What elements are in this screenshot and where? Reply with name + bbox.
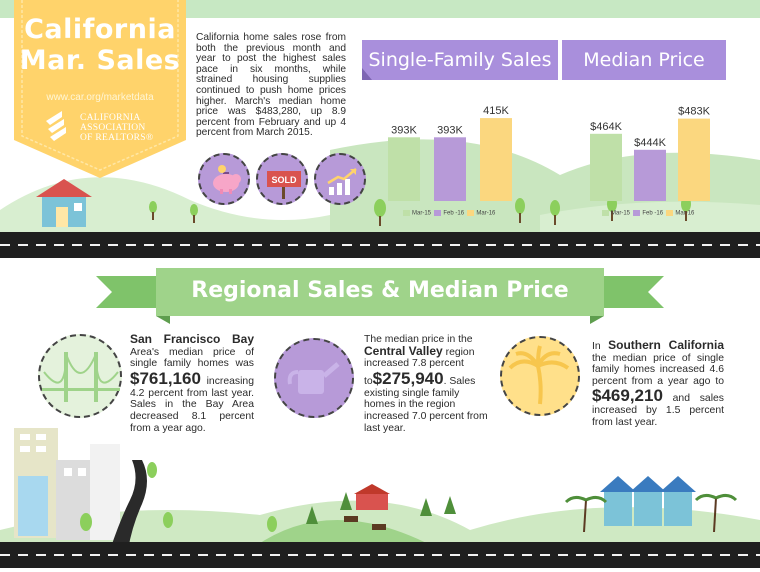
bay-circle bbox=[38, 334, 122, 418]
legend-label: Feb -16 bbox=[443, 210, 465, 217]
badge-title: California Mar. Sales bbox=[19, 14, 181, 76]
sales-bar-chart: 393K 393K 415K bbox=[388, 105, 512, 201]
bar-1 bbox=[388, 137, 420, 201]
south-text-2: the median price of single family homes … bbox=[592, 352, 724, 387]
bay-area-text: San Francisco Bay Area's median price of… bbox=[130, 332, 254, 434]
bar-value-label: $464K bbox=[590, 121, 622, 133]
legend-swatch-feb16 bbox=[434, 210, 442, 216]
central-text-3: . Sales existing single family homes in … bbox=[364, 375, 488, 434]
legend-label: Mar-16 bbox=[675, 210, 695, 217]
golden-gate-bridge-icon bbox=[42, 352, 120, 402]
bay-price: $761,160 bbox=[130, 368, 201, 388]
legend-label: Mar-15 bbox=[412, 210, 432, 217]
legend-label: Feb -16 bbox=[642, 210, 664, 217]
sold-sign-icon: SOLD bbox=[267, 171, 301, 199]
regional-banner bbox=[96, 268, 664, 324]
central-circle bbox=[274, 338, 354, 418]
bar-3 bbox=[678, 118, 710, 201]
legend-swatch-feb16 bbox=[633, 210, 641, 216]
south-text-1: In bbox=[592, 341, 601, 352]
southern-california-text: In Southern California the median price … bbox=[592, 338, 724, 429]
central-price: $275,940 bbox=[372, 368, 444, 388]
central-region: Central Valley bbox=[364, 343, 443, 358]
sold-label: SOLD bbox=[271, 175, 297, 185]
legend-swatch-mar16 bbox=[666, 210, 674, 216]
bay-heading: San Francisco Bay bbox=[130, 332, 254, 346]
bottom-road-dash bbox=[0, 554, 760, 556]
piggy-bank-icon bbox=[213, 165, 241, 194]
legend-swatch-mar16 bbox=[467, 210, 475, 216]
bottom-landscape bbox=[0, 428, 760, 550]
south-price: $469,210 bbox=[592, 386, 663, 406]
bar-1 bbox=[590, 133, 622, 201]
bar-2 bbox=[634, 149, 666, 201]
car-logo-text: CALIFORNIA ASSOCIATION OF REALTORS® bbox=[80, 113, 154, 143]
palm-tree-icon bbox=[508, 345, 570, 405]
rising-chart-icon bbox=[327, 168, 357, 195]
bar-value-label: 393K bbox=[391, 124, 417, 136]
top-trees bbox=[149, 196, 691, 226]
badge-url: www.car.org/marketdata bbox=[46, 92, 154, 103]
bar-value-label: $444K bbox=[634, 137, 666, 149]
intro-paragraph: California home sales rose from both the… bbox=[196, 32, 346, 139]
bar-3 bbox=[480, 118, 512, 201]
sales-chart-header bbox=[362, 40, 558, 80]
south-region: Southern California bbox=[608, 338, 724, 352]
legend-swatch-mar15 bbox=[403, 210, 410, 216]
price-chart-title: Median Price bbox=[583, 49, 705, 71]
watering-can-icon bbox=[287, 362, 340, 394]
sales-chart-title: Single-Family Sales bbox=[368, 49, 552, 71]
central-text-1: The median price in the bbox=[364, 334, 473, 345]
south-circle bbox=[500, 336, 580, 416]
central-text-2: region increased 7.8 percent to bbox=[364, 346, 475, 387]
legend-label: Mar-15 bbox=[611, 210, 631, 217]
regional-title: Regional Sales & Median Price bbox=[191, 278, 569, 303]
bay-text-1: Area's median price of single family hom… bbox=[130, 346, 254, 370]
legend-label: Mar-16 bbox=[476, 210, 496, 217]
house-icon bbox=[36, 179, 92, 227]
top-road-dash bbox=[0, 244, 760, 246]
bar-2 bbox=[434, 137, 466, 201]
rising-chart-circle bbox=[314, 153, 366, 205]
top-band bbox=[0, 0, 760, 18]
price-chart-header bbox=[562, 40, 726, 80]
bar-value-label: $483K bbox=[678, 106, 710, 118]
bar-value-label: 415K bbox=[483, 105, 509, 117]
south-text-3: and sales increased by 1.5 percent from … bbox=[592, 393, 724, 428]
sold-sign-circle: SOLD bbox=[256, 153, 308, 205]
legend-swatch-mar15 bbox=[602, 210, 609, 216]
price-bar-chart: $464K $444K $483K bbox=[590, 106, 711, 201]
sales-legend: Mar-15 Feb -16 Mar-16 bbox=[403, 210, 495, 217]
price-legend: Mar-15 Feb -16 Mar-16 bbox=[602, 210, 694, 217]
title-badge bbox=[14, 0, 186, 178]
bar-value-label: 393K bbox=[437, 124, 463, 136]
piggy-bank-circle bbox=[198, 153, 250, 205]
central-valley-text: The median price in the Central Valley r… bbox=[364, 334, 492, 434]
bay-text-2: increasing 4.2 percent from last year. S… bbox=[130, 375, 254, 434]
